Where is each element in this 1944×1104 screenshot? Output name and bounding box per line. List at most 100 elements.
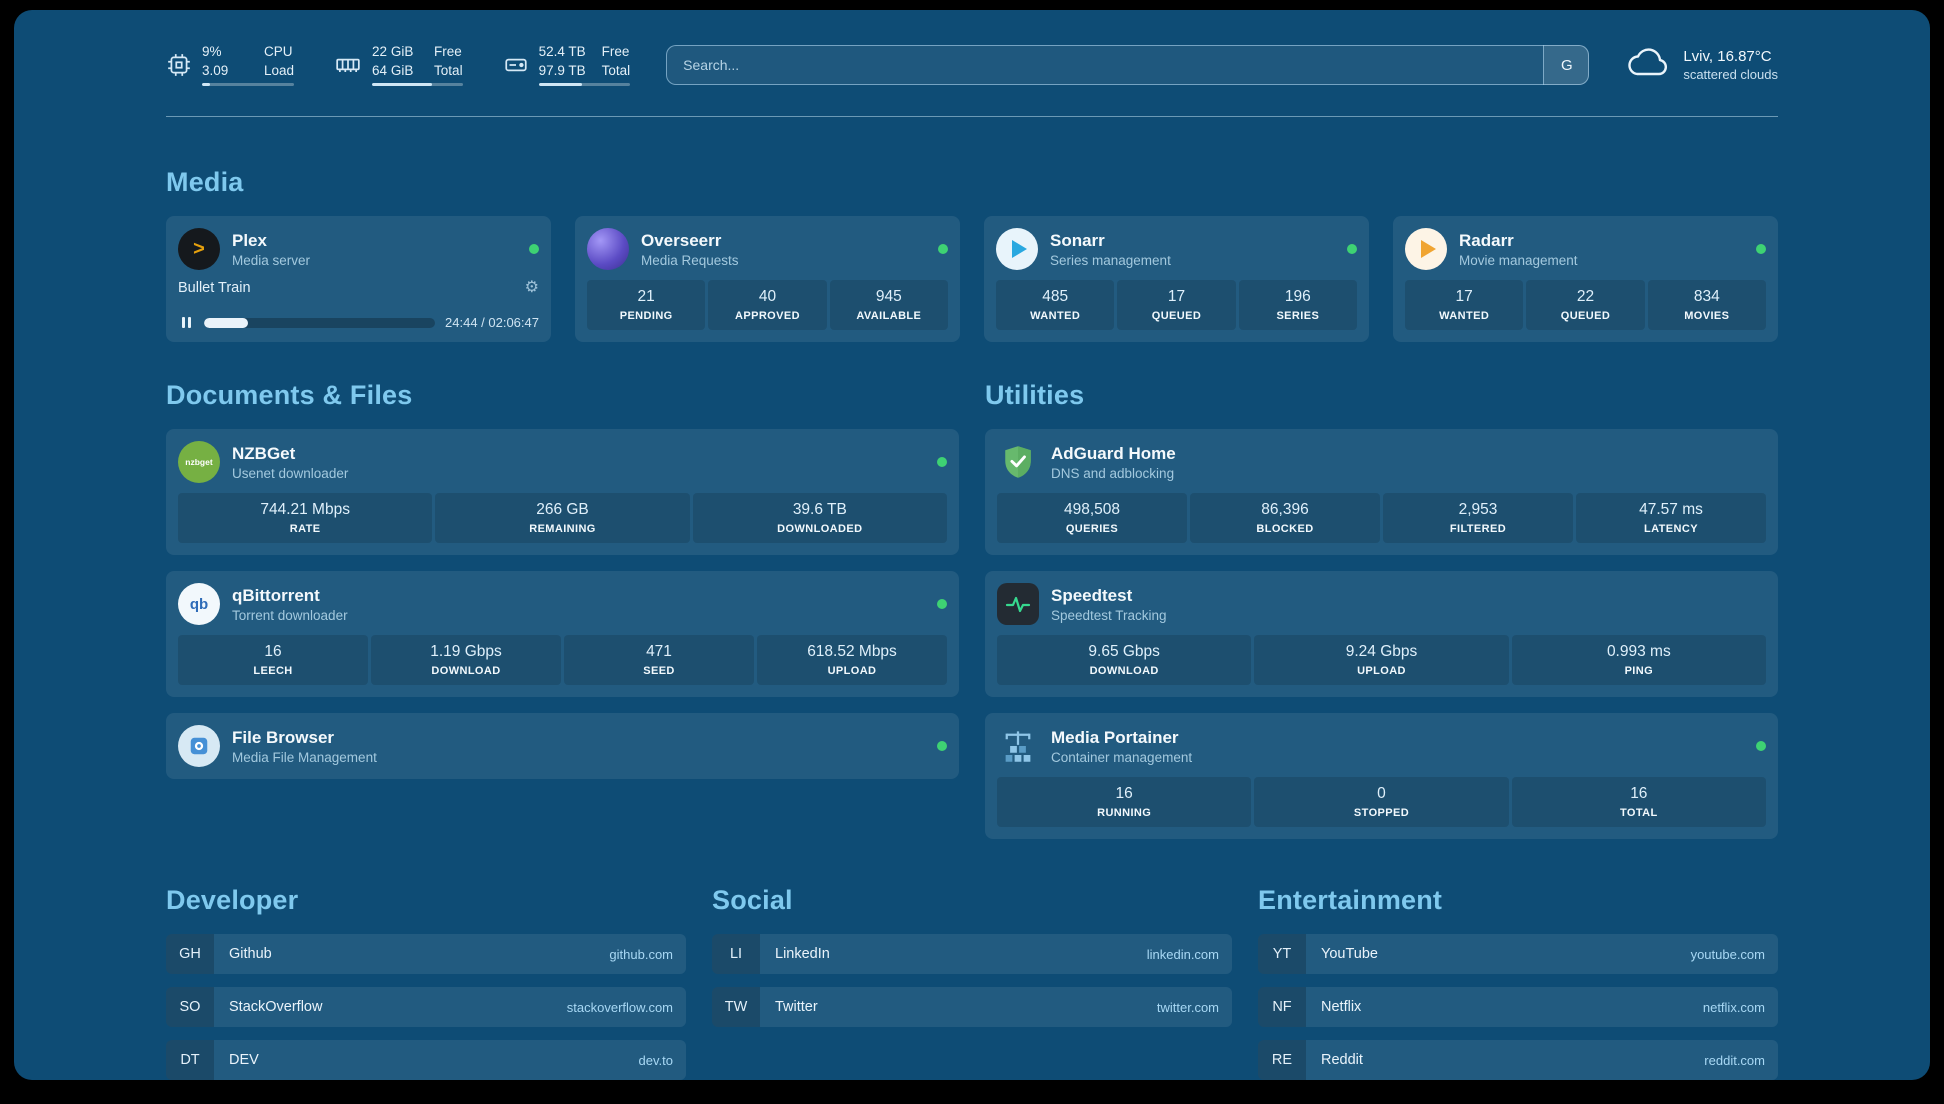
disk-free-value: 52.4 TB (538, 43, 586, 59)
bookmark-domain: dev.to (638, 1052, 673, 1068)
pause-button[interactable] (178, 315, 194, 330)
stat: 16 RUNNING (997, 777, 1252, 827)
bookmark-dev[interactable]: DT DEV dev.to (166, 1040, 686, 1080)
stat: 22 QUEUED (1526, 280, 1645, 330)
service-subtitle: Media Requests (641, 252, 739, 268)
service-card-portainer[interactable]: Media Portainer Container management 16 … (985, 713, 1778, 839)
stat-label: SEED (643, 665, 675, 677)
service-card-speedtest[interactable]: Speedtest Speedtest Tracking 9.65 Gbps D… (985, 571, 1778, 697)
stat-value: 9.24 Gbps (1345, 643, 1418, 660)
bookmark-group-developer: Developer GH Github github.com SO StackO… (166, 885, 686, 1080)
stats-row: 16 LEECH 1.19 Gbps DOWNLOAD 471 SEED (178, 635, 947, 685)
stat-value: 9.65 Gbps (1088, 643, 1160, 660)
stats-row: 485 WANTED 17 QUEUED 196 SERIES (996, 280, 1357, 330)
bookmark-youtube[interactable]: YT YouTube youtube.com (1258, 934, 1778, 974)
service-card-sonarr[interactable]: Sonarr Series management 485 WANTED 17 Q… (984, 216, 1369, 342)
service-card-filebrowser[interactable]: File Browser Media File Management (166, 713, 959, 779)
cpu-widget: 9% 3.09 CPU Load (166, 43, 295, 87)
bookmark-twitter[interactable]: TW Twitter twitter.com (712, 987, 1232, 1027)
disk-icon (503, 52, 529, 78)
playback-progress[interactable] (204, 317, 436, 328)
adguard-shield-icon (997, 441, 1039, 483)
stat: 9.24 Gbps UPLOAD (1254, 635, 1509, 685)
speedtest-pulse-icon (997, 583, 1039, 625)
bookmark-name: Github (229, 946, 272, 962)
stat-label: UPLOAD (827, 665, 877, 677)
bookmark-reddit[interactable]: RE Reddit reddit.com (1258, 1040, 1778, 1080)
service-subtitle: Media server (232, 252, 311, 268)
radarr-icon (1405, 228, 1447, 270)
disk-bar (538, 83, 631, 87)
bookmark-name: Reddit (1321, 1052, 1363, 1068)
stats-row: 744.21 Mbps RATE 266 GB REMAINING 39.6 T… (178, 493, 947, 543)
status-dot (937, 457, 947, 467)
memory-bar (372, 83, 463, 87)
service-title: qBittorrent (232, 585, 320, 605)
bookmark-stackoverflow[interactable]: SO StackOverflow stackoverflow.com (166, 987, 686, 1027)
status-dot (1756, 741, 1766, 751)
bookmark-github[interactable]: GH Github github.com (166, 934, 686, 974)
stat-value: 22 (1576, 288, 1595, 305)
stats-row: 17 WANTED 22 QUEUED 834 MOVIES (1405, 280, 1766, 330)
service-subtitle: DNS and adblocking (1051, 465, 1175, 481)
sonarr-icon (996, 228, 1038, 270)
media-grid: > Plex Media server Bullet Train ⚙ (166, 216, 1778, 342)
stat-label: QUEUED (1560, 310, 1611, 322)
stat: 17 WANTED (1405, 280, 1524, 330)
service-card-qbittorrent[interactable]: qb qBittorrent Torrent downloader 16 LEE… (166, 571, 959, 697)
search-provider-button[interactable]: G (1543, 45, 1590, 85)
stat-label: FILTERED (1449, 523, 1507, 535)
nzbget-icon: nzbget (178, 441, 220, 483)
status-dot (1347, 244, 1357, 254)
bookmark-name: DEV (229, 1052, 259, 1068)
stat-label: PENDING (619, 310, 673, 322)
stat-value: 0 (1377, 785, 1386, 802)
bookmark-abbr: GH (166, 934, 214, 974)
stat-label: WANTED (1030, 310, 1081, 322)
cpu-icon (166, 52, 192, 78)
stat: 21 PENDING (587, 280, 706, 330)
service-card-overseerr[interactable]: Overseerr Media Requests 21 PENDING 40 A… (575, 216, 960, 342)
service-card-radarr[interactable]: Radarr Movie management 17 WANTED 22 QUE… (1393, 216, 1778, 342)
service-title: Plex (232, 230, 267, 250)
stat-value: 196 (1284, 288, 1311, 305)
stat-value: 39.6 TB (792, 501, 847, 518)
stat-label: DOWNLOAD (1089, 665, 1159, 677)
service-card-adguard[interactable]: AdGuard Home DNS and adblocking 498,508 … (985, 429, 1778, 555)
stat-value: 834 (1693, 288, 1720, 305)
section-heading-utilities: Utilities (985, 380, 1085, 410)
disk-widget: 52.4 TB 97.9 TB Free Total (503, 44, 631, 87)
gear-icon[interactable]: ⚙ (524, 279, 539, 296)
stat: 1.19 Gbps DOWNLOAD (371, 635, 561, 685)
bookmark-domain: stackoverflow.com (566, 999, 673, 1015)
service-subtitle: Series management (1050, 252, 1171, 268)
cpu-load-label: Load (264, 62, 295, 78)
weather-widget: Lviv, 16.87°C scattered clouds (1625, 47, 1778, 84)
service-title: Radarr (1459, 230, 1514, 250)
weather-condition: scattered clouds (1683, 67, 1778, 82)
cpu-percent: 9% (202, 43, 222, 59)
stat: 39.6 TB DOWNLOADED (692, 493, 947, 543)
top-bar: 9% 3.09 CPU Load (166, 38, 1778, 92)
memory-free-value: 22 GiB (372, 43, 414, 59)
status-dot (937, 599, 947, 609)
bookmark-abbr: TW (712, 987, 760, 1027)
stats-row: 9.65 Gbps DOWNLOAD 9.24 Gbps UPLOAD 0.99… (997, 635, 1766, 685)
portainer-crane-icon (997, 725, 1039, 767)
search-input[interactable] (666, 45, 1590, 85)
stat: 498,508 QUERIES (997, 493, 1187, 543)
service-title: File Browser (232, 727, 335, 747)
bookmark-netflix[interactable]: NF Netflix netflix.com (1258, 987, 1778, 1027)
bookmark-linkedin[interactable]: LI LinkedIn linkedin.com (712, 934, 1232, 974)
bookmark-domain: netflix.com (1702, 999, 1765, 1015)
stat-label: STOPPED (1353, 807, 1410, 819)
section-heading-social: Social (712, 885, 793, 915)
service-card-nzbget[interactable]: nzbget NZBGet Usenet downloader 744.21 M… (166, 429, 959, 555)
service-subtitle: Movie management (1459, 252, 1578, 268)
stat-label: MOVIES (1684, 310, 1730, 322)
service-card-plex[interactable]: > Plex Media server Bullet Train ⚙ (166, 216, 551, 342)
stat-value: 1.19 Gbps (430, 643, 502, 660)
stat: 16 LEECH (178, 635, 368, 685)
bookmark-abbr: YT (1258, 934, 1306, 974)
stat: 266 GB REMAINING (435, 493, 690, 543)
